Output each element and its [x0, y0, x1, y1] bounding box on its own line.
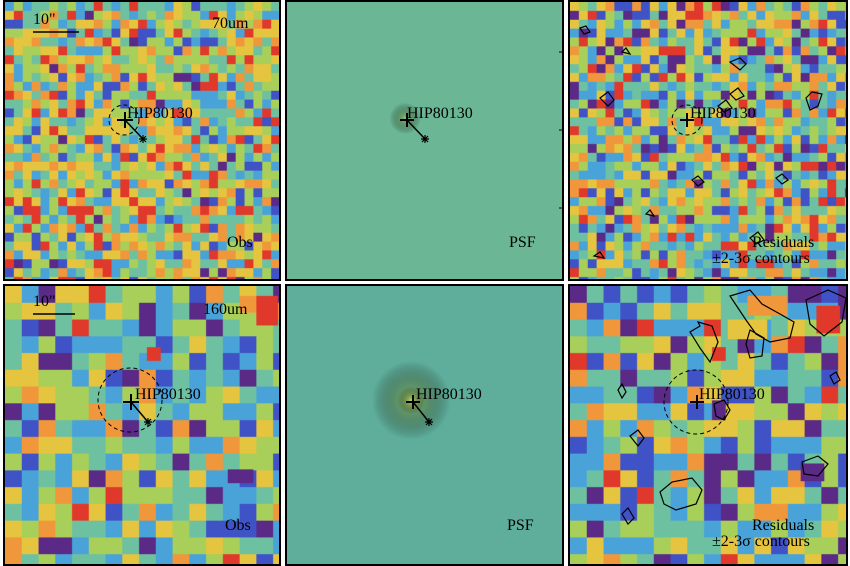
residual-panel-70um: HIP80130 Residuals ±2-3σ contours	[568, 0, 848, 281]
residual-overlay-160um	[617, 289, 846, 525]
aperture-circle	[671, 104, 703, 136]
target-cross-icon	[680, 113, 694, 127]
psf-panel-70um: HIP80130 PSF	[285, 0, 564, 281]
contours-label: ±2-3σ contours	[712, 250, 810, 267]
residuals-label: Residuals	[752, 234, 815, 251]
psf-label: PSF	[507, 517, 534, 534]
psf-overlay-70um	[400, 51, 562, 209]
psf-label: PSF	[509, 234, 536, 251]
target-label: HIP80130	[407, 105, 473, 122]
residual-image-70um	[570, 2, 846, 279]
psf-panel-160um: HIP80130 PSF	[285, 284, 564, 566]
residual-contours	[617, 289, 846, 525]
aperture-circle	[663, 369, 729, 435]
target-label: HIP80130	[699, 386, 765, 403]
obs-label: Obs	[225, 517, 251, 534]
obs-overlay-160um	[33, 313, 163, 433]
residual-contours	[579, 25, 823, 259]
band-label: 160um	[203, 301, 248, 318]
target-label: HIP80130	[135, 386, 201, 403]
asterisk-icon	[425, 418, 433, 426]
band-label: 70um	[212, 15, 249, 32]
target-label: HIP80130	[690, 105, 756, 122]
residual-image-160um	[570, 286, 846, 564]
asterisk-icon	[421, 135, 429, 143]
aperture-circle	[97, 367, 163, 433]
proper-motion-line	[406, 119, 426, 140]
target-cross-icon	[690, 395, 704, 409]
residual-overlay-70um	[579, 25, 823, 259]
proper-motion-line	[130, 401, 149, 423]
asterisk-icon	[139, 135, 147, 143]
scale-bar-label: 10"	[33, 293, 56, 310]
residuals-label: Residuals	[752, 517, 815, 534]
psf-overlay-160um	[406, 395, 433, 426]
psf-image-160um	[287, 286, 562, 564]
proper-motion-line	[124, 119, 144, 140]
obs-panel-70um: 10" 70um HIP80130 Obs	[3, 0, 281, 281]
aperture-circle	[108, 104, 140, 136]
contours-label: ±2-3σ contours	[712, 533, 810, 550]
obs-panel-160um: 10" 160um HIP80130 Obs	[3, 284, 281, 566]
scale-bar-label: 10"	[33, 11, 56, 28]
residual-panel-160um: HIP80130 Residuals ±2-3σ contours	[568, 284, 848, 566]
obs-overlay-70um	[33, 31, 147, 143]
tick-marks	[559, 51, 562, 209]
asterisk-icon	[144, 418, 152, 426]
obs-image-160um	[5, 286, 279, 564]
target-label: HIP80130	[127, 105, 193, 122]
obs-label: Obs	[227, 234, 253, 251]
target-label: HIP80130	[416, 386, 482, 403]
